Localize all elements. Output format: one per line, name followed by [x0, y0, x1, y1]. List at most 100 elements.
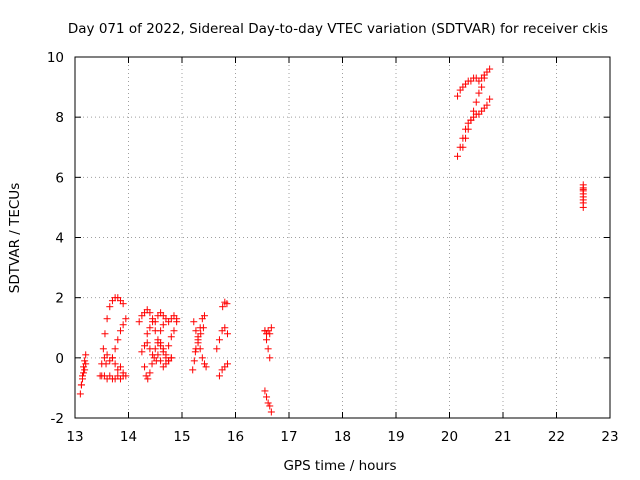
- data-point-marker: [122, 372, 130, 380]
- data-point-marker: [462, 134, 470, 142]
- data-point-marker: [213, 345, 221, 353]
- x-tick-label: 19: [387, 429, 404, 445]
- data-point-marker: [200, 360, 208, 368]
- data-point-marker: [264, 345, 272, 353]
- data-point-marker: [111, 345, 119, 353]
- data-point-marker: [167, 333, 175, 341]
- x-tick-label: 21: [494, 429, 511, 445]
- data-point-marker: [194, 339, 202, 347]
- y-tick-label: 4: [55, 231, 64, 247]
- data-point-marker: [151, 345, 159, 353]
- data-point-marker: [141, 363, 149, 371]
- data-point-marker: [266, 402, 274, 410]
- data-point-marker: [167, 354, 175, 362]
- data-point-marker: [80, 369, 88, 377]
- data-point-marker: [148, 360, 156, 368]
- data-point-marker: [200, 312, 208, 320]
- data-point-marker: [77, 381, 85, 389]
- data-point-marker: [157, 357, 165, 365]
- grid-lines: [75, 57, 610, 418]
- data-point-marker: [475, 89, 483, 97]
- data-point-marker: [263, 393, 271, 401]
- data-point-marker: [223, 300, 231, 308]
- data-point-marker: [486, 65, 494, 73]
- x-tick-label: 16: [227, 429, 244, 445]
- data-point-marker: [196, 345, 204, 353]
- data-point-marker: [454, 152, 462, 160]
- data-point-marker: [108, 354, 116, 362]
- data-point-marker: [154, 351, 162, 359]
- data-point-marker: [263, 336, 271, 344]
- data-point-marker: [191, 348, 199, 356]
- data-point-marker: [143, 330, 151, 338]
- data-point-marker: [157, 327, 165, 335]
- data-point-marker: [81, 357, 89, 365]
- data-point-marker: [483, 101, 491, 109]
- data-point-marker: [215, 372, 223, 380]
- data-point-marker: [114, 336, 122, 344]
- data-point-marker: [464, 125, 472, 133]
- data-point-marker: [76, 390, 84, 398]
- data-point-marker: [198, 354, 206, 362]
- data-point-marker: [486, 95, 494, 103]
- data-point-marker: [119, 300, 127, 308]
- data-point-marker: [264, 399, 272, 407]
- y-tick-label: 10: [47, 50, 64, 66]
- x-tick-label: 22: [548, 429, 565, 445]
- data-point-marker: [264, 327, 272, 335]
- data-point-marker: [144, 375, 152, 383]
- data-point-marker: [267, 408, 275, 416]
- data-point-marker: [202, 363, 210, 371]
- data-point-marker: [223, 330, 231, 338]
- x-tick-label: 18: [334, 429, 351, 445]
- data-point-marker: [119, 321, 127, 329]
- data-point-marker: [467, 116, 475, 124]
- data-point-marker: [146, 369, 154, 377]
- x-tick-label: 13: [66, 429, 83, 445]
- y-tick-label: 6: [55, 170, 64, 186]
- data-point-marker: [459, 143, 467, 151]
- data-point-marker: [106, 303, 114, 311]
- data-point-marker: [221, 324, 229, 332]
- data-point-marker: [170, 327, 178, 335]
- data-point-marker: [267, 324, 275, 332]
- data-point-marker: [173, 318, 181, 326]
- data-point-marker: [266, 354, 274, 362]
- data-point-marker: [189, 366, 197, 374]
- data-point-marker: [135, 318, 143, 326]
- data-point-marker: [478, 83, 486, 91]
- data-point-marker: [159, 345, 167, 353]
- y-tick-label: 0: [55, 351, 64, 367]
- data-point-marker: [190, 318, 198, 326]
- data-point-marker: [81, 366, 89, 374]
- data-point-marker: [470, 107, 478, 115]
- data-point-marker: [579, 181, 587, 189]
- data-point-marker: [99, 345, 107, 353]
- data-point-marker: [111, 360, 119, 368]
- chart-title: Day 071 of 2022, Sidereal Day-to-day VTE…: [68, 21, 608, 37]
- data-point-marker: [199, 324, 207, 332]
- x-axis-label: GPS time / hours: [283, 458, 396, 474]
- x-tick-label: 17: [280, 429, 297, 445]
- data-points: [76, 65, 587, 416]
- data-point-marker: [116, 363, 124, 371]
- data-point-marker: [215, 336, 223, 344]
- y-tick-label: 8: [55, 110, 64, 126]
- y-tick-label: 2: [55, 291, 64, 307]
- data-point-marker: [266, 330, 274, 338]
- data-point-marker: [190, 357, 198, 365]
- data-point-marker: [146, 309, 154, 317]
- data-point-marker: [138, 348, 146, 356]
- x-tick-label: 23: [601, 429, 618, 445]
- data-point-marker: [223, 360, 231, 368]
- x-tick-label: 14: [120, 429, 137, 445]
- data-point-marker: [149, 318, 157, 326]
- data-point-marker: [219, 303, 227, 311]
- data-point-marker: [82, 351, 90, 359]
- data-point-marker: [102, 360, 110, 368]
- data-point-marker: [480, 74, 488, 82]
- data-point-marker: [142, 372, 150, 380]
- data-point-marker: [103, 351, 111, 359]
- data-point-marker: [454, 92, 462, 100]
- y-tick-label: -2: [51, 411, 64, 427]
